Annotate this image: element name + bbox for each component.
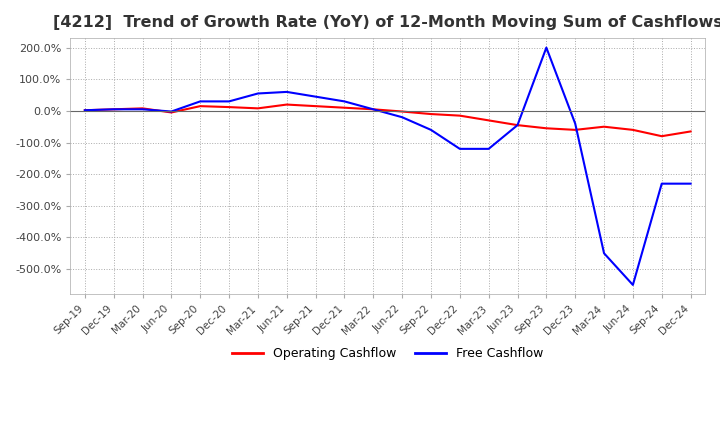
Operating Cashflow [629,127,637,132]
Free Cashflow [686,181,695,186]
Operating Cashflow [686,129,695,134]
Free Cashflow [311,94,320,99]
Free Cashflow [485,146,493,151]
Free Cashflow [81,108,89,113]
Free Cashflow [340,99,348,104]
Free Cashflow [571,121,580,126]
Free Cashflow [109,106,118,112]
Operating Cashflow [485,118,493,123]
Free Cashflow [513,122,522,128]
Operating Cashflow [282,102,291,107]
Operating Cashflow [600,124,608,129]
Operating Cashflow [456,113,464,118]
Operating Cashflow [571,127,580,132]
Free Cashflow [225,99,233,104]
Free Cashflow [398,114,407,120]
Legend: Operating Cashflow, Free Cashflow: Operating Cashflow, Free Cashflow [227,342,549,365]
Free Cashflow [456,146,464,151]
Line: Free Cashflow: Free Cashflow [85,48,690,285]
Operating Cashflow [398,109,407,114]
Free Cashflow [542,45,551,50]
Title: [4212]  Trend of Growth Rate (YoY) of 12-Month Moving Sum of Cashflows: [4212] Trend of Growth Rate (YoY) of 12-… [53,15,720,30]
Operating Cashflow [138,106,147,111]
Free Cashflow [427,127,436,132]
Free Cashflow [196,99,204,104]
Operating Cashflow [311,103,320,109]
Operating Cashflow [427,111,436,117]
Operating Cashflow [657,134,666,139]
Free Cashflow [369,106,377,112]
Free Cashflow [253,91,262,96]
Operating Cashflow [253,106,262,111]
Operating Cashflow [167,110,176,115]
Free Cashflow [282,89,291,95]
Operating Cashflow [369,106,377,112]
Line: Operating Cashflow: Operating Cashflow [85,105,690,136]
Operating Cashflow [109,106,118,112]
Operating Cashflow [196,103,204,109]
Operating Cashflow [542,126,551,131]
Free Cashflow [657,181,666,186]
Operating Cashflow [225,104,233,110]
Free Cashflow [600,251,608,256]
Free Cashflow [167,109,176,114]
Free Cashflow [138,106,147,112]
Operating Cashflow [340,105,348,110]
Free Cashflow [629,282,637,288]
Operating Cashflow [513,122,522,128]
Operating Cashflow [81,108,89,113]
